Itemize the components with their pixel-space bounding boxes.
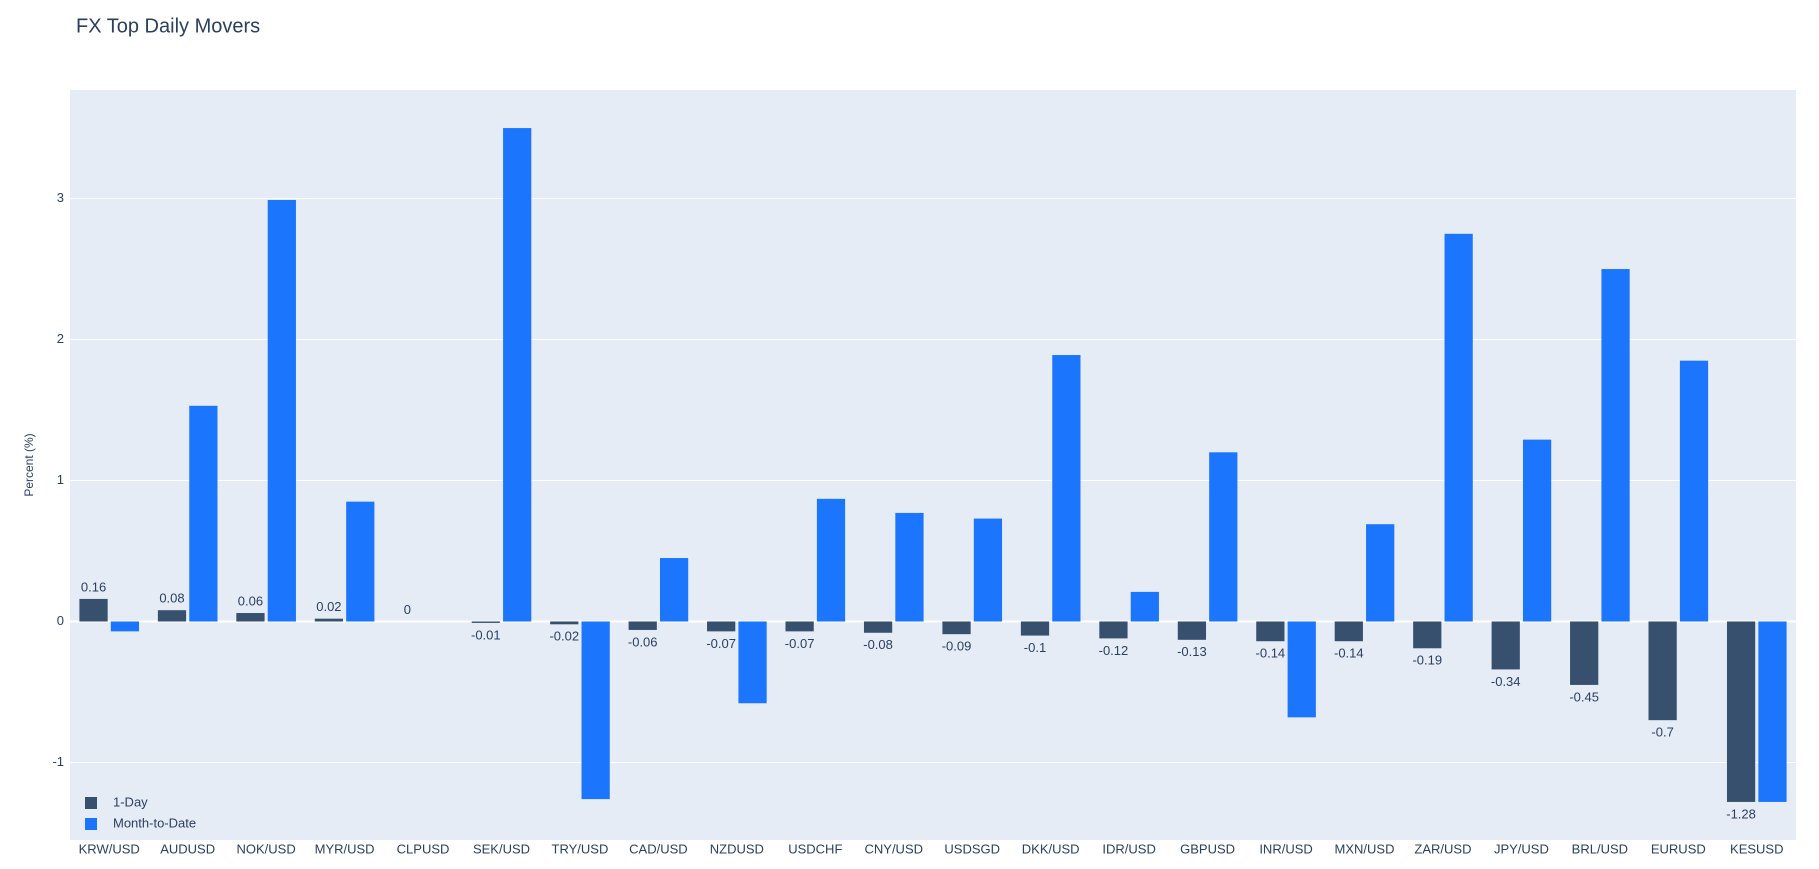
y-axis-label: Percent (%) xyxy=(22,433,36,496)
bar xyxy=(110,621,140,632)
legend-label: Month-to-Date xyxy=(113,815,196,830)
legend-swatch xyxy=(85,818,97,830)
x-tick-label: USDSGD xyxy=(944,841,1000,856)
data-label: -0.07 xyxy=(785,636,815,651)
bar xyxy=(628,621,657,630)
bar xyxy=(346,501,375,622)
x-tick-label: JPY/USD xyxy=(1494,841,1549,856)
x-tick-label: INR/USD xyxy=(1259,841,1312,856)
bar xyxy=(738,621,767,704)
x-tick-label: KESUSD xyxy=(1730,841,1783,856)
x-tick-label: AUDUSD xyxy=(160,841,215,856)
plot-area xyxy=(70,90,1796,840)
data-label: -0.19 xyxy=(1412,653,1442,668)
bar xyxy=(581,621,610,800)
x-tick-label: NZDUSD xyxy=(710,841,764,856)
bar xyxy=(1020,621,1050,636)
data-label: -0.45 xyxy=(1569,689,1599,704)
data-label: -1.28 xyxy=(1726,806,1756,821)
legend-swatch xyxy=(85,797,97,809)
data-label: -0.13 xyxy=(1177,644,1207,659)
bar xyxy=(895,512,924,622)
data-label: -0.07 xyxy=(706,636,736,651)
bar xyxy=(1052,355,1081,622)
bar xyxy=(1726,621,1756,802)
bar xyxy=(157,610,187,622)
bar xyxy=(1444,233,1473,622)
bar xyxy=(1648,621,1677,721)
bar xyxy=(1522,439,1552,622)
bar xyxy=(503,128,532,622)
y-tick-label: 2 xyxy=(57,331,64,346)
bar xyxy=(1601,269,1630,622)
bar xyxy=(1679,360,1709,622)
x-tick-label: ZAR/USD xyxy=(1414,841,1471,856)
bar xyxy=(1287,621,1316,718)
data-label: -0.08 xyxy=(863,637,893,652)
data-label: -0.14 xyxy=(1256,646,1286,661)
bar xyxy=(1366,524,1395,622)
x-tick-label: CLPUSD xyxy=(397,841,450,856)
bar xyxy=(1209,452,1238,622)
bar xyxy=(659,558,689,622)
bar xyxy=(79,598,108,622)
bar xyxy=(1413,621,1442,649)
data-label: -0.02 xyxy=(549,629,579,644)
bar xyxy=(707,621,736,632)
bar xyxy=(1758,621,1787,802)
bar xyxy=(471,621,500,623)
y-tick-label: 0 xyxy=(57,613,64,628)
y-tick-label: 1 xyxy=(57,472,64,487)
data-label: 0.06 xyxy=(238,593,263,608)
x-tick-label: USDCHF xyxy=(788,841,842,856)
legend-label: 1-Day xyxy=(113,794,148,809)
bar xyxy=(189,405,218,622)
x-tick-label: NOK/USD xyxy=(237,841,296,856)
bar xyxy=(1099,621,1128,639)
x-tick-label: GBPUSD xyxy=(1180,841,1235,856)
data-label: 0 xyxy=(404,602,411,617)
data-label: -0.14 xyxy=(1334,646,1364,661)
y-tick-label: 3 xyxy=(57,190,64,205)
bar xyxy=(863,621,893,633)
data-label: 0.16 xyxy=(81,579,106,594)
x-tick-label: SEK/USD xyxy=(473,841,530,856)
bar xyxy=(550,621,579,625)
x-tick-label: CNY/USD xyxy=(865,841,924,856)
x-tick-label: KRW/USD xyxy=(79,841,140,856)
x-tick-label: MXN/USD xyxy=(1335,841,1395,856)
data-label: -0.06 xyxy=(628,634,658,649)
bar xyxy=(314,618,344,622)
bar xyxy=(1491,621,1520,670)
bar xyxy=(973,518,1003,622)
data-label: 0.02 xyxy=(316,599,341,614)
x-tick-label: EURUSD xyxy=(1651,841,1706,856)
bar xyxy=(1334,621,1363,642)
data-label: -0.34 xyxy=(1491,674,1521,689)
x-tick-label: DKK/USD xyxy=(1022,841,1080,856)
data-label: -0.01 xyxy=(471,627,501,642)
x-tick-label: TRY/USD xyxy=(552,841,609,856)
bar xyxy=(942,621,971,635)
bar xyxy=(1256,621,1285,642)
data-label: -0.7 xyxy=(1651,725,1673,740)
x-tick-label: BRL/USD xyxy=(1572,841,1628,856)
bar xyxy=(267,199,296,622)
data-label: -0.1 xyxy=(1024,640,1046,655)
data-label: 0.08 xyxy=(159,591,184,606)
bar xyxy=(236,613,265,622)
data-label: -0.12 xyxy=(1099,643,1129,658)
x-tick-label: MYR/USD xyxy=(315,841,375,856)
x-tick-label: CAD/USD xyxy=(629,841,688,856)
bar xyxy=(785,621,814,632)
y-tick-label: -1 xyxy=(52,754,64,769)
bar xyxy=(1570,621,1599,685)
bar xyxy=(1177,621,1207,640)
bar xyxy=(1130,591,1159,622)
data-label: -0.09 xyxy=(942,639,972,654)
x-tick-label: IDR/USD xyxy=(1102,841,1155,856)
bar xyxy=(816,498,846,622)
chart-title: FX Top Daily Movers xyxy=(76,15,260,37)
